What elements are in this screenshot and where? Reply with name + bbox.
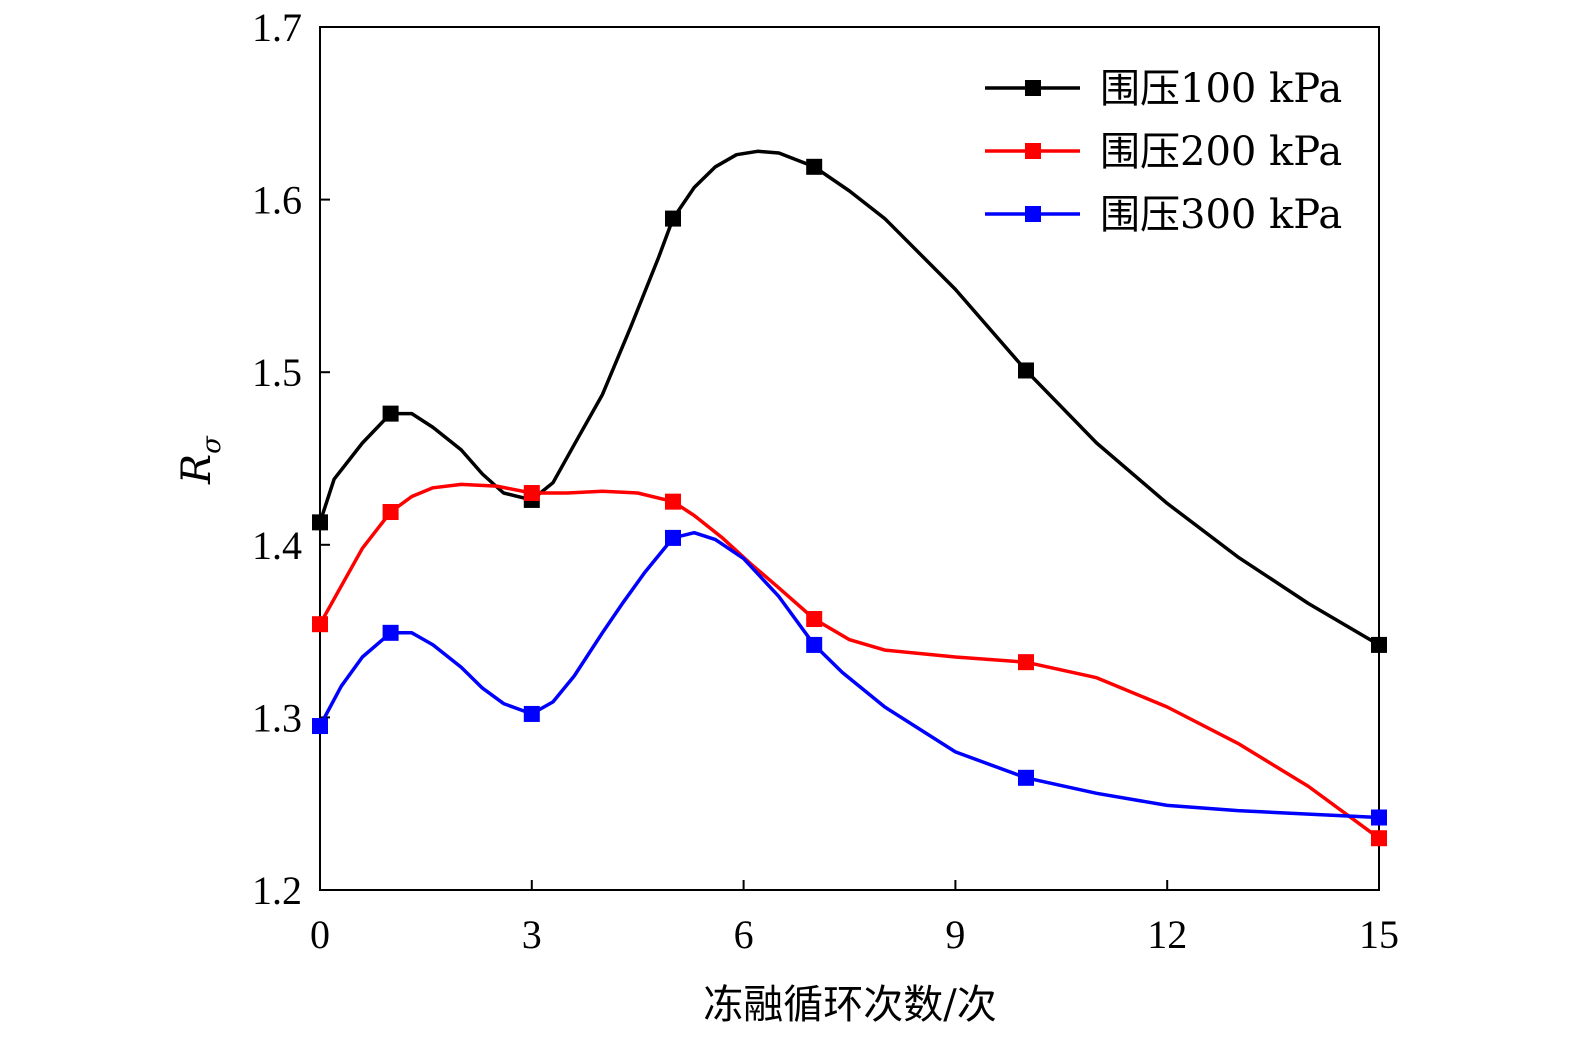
- data-point: [523, 705, 540, 722]
- data-point: [665, 529, 681, 546]
- data-point: [806, 158, 823, 175]
- axis-ticks: 0 3 6 9 12 15 1.2 1.3 1.4 1.5 1.6 1.7: [252, 5, 1399, 957]
- legend-marker: [1025, 206, 1041, 222]
- y-axis-title: Rσ: [174, 435, 227, 485]
- x-tick-label: 15: [1359, 912, 1399, 957]
- data-point: [1371, 636, 1387, 653]
- data-point: [312, 514, 328, 531]
- series-markers: [312, 158, 1387, 847]
- data-point: [1371, 809, 1387, 826]
- data-point: [312, 616, 328, 633]
- data-point: [665, 493, 681, 510]
- legend-marker: [1025, 80, 1041, 96]
- data-point: [523, 485, 540, 502]
- y-tick-label: 1.7: [252, 5, 302, 50]
- y-axis-title-sub: σ: [197, 435, 227, 454]
- series-line-2: [318, 482, 1381, 840]
- data-point: [382, 504, 399, 521]
- data-point: [312, 718, 328, 735]
- legend-label: 围压300 kPa: [1100, 192, 1342, 238]
- y-axis-title-main: R: [174, 454, 220, 485]
- legend-marker: [1025, 143, 1041, 159]
- data-point: [382, 405, 399, 422]
- data-point: [1018, 362, 1034, 379]
- y-tick-label: 1.2: [252, 868, 302, 913]
- x-tick-label: 0: [310, 912, 330, 957]
- y-tick-label: 1.6: [252, 178, 302, 223]
- x-tick-label: 3: [522, 912, 542, 957]
- data-point: [1371, 830, 1387, 847]
- y-tick-label: 1.3: [252, 695, 302, 740]
- x-axis-title: 冻融循环次数/次: [703, 982, 996, 1028]
- legend: 围压100 kPa 围压200 kPa 围压300 kPa: [985, 66, 1342, 238]
- data-point: [1018, 654, 1034, 671]
- plot-frame: [319, 26, 1380, 891]
- data-point: [382, 624, 399, 641]
- series-line-3: [318, 530, 1380, 820]
- y-tick-label: 1.4: [252, 523, 302, 568]
- data-point: [806, 611, 823, 628]
- y-tick-label: 1.5: [252, 350, 302, 395]
- series-lines: [318, 149, 1381, 840]
- data-point: [1018, 769, 1034, 786]
- data-point: [665, 210, 681, 227]
- x-tick-label: 12: [1147, 912, 1187, 957]
- x-tick-label: 9: [945, 912, 965, 957]
- x-tick-label: 6: [734, 912, 754, 957]
- legend-label: 围压200 kPa: [1100, 129, 1342, 175]
- data-point: [806, 636, 823, 653]
- legend-label: 围压100 kPa: [1100, 66, 1342, 112]
